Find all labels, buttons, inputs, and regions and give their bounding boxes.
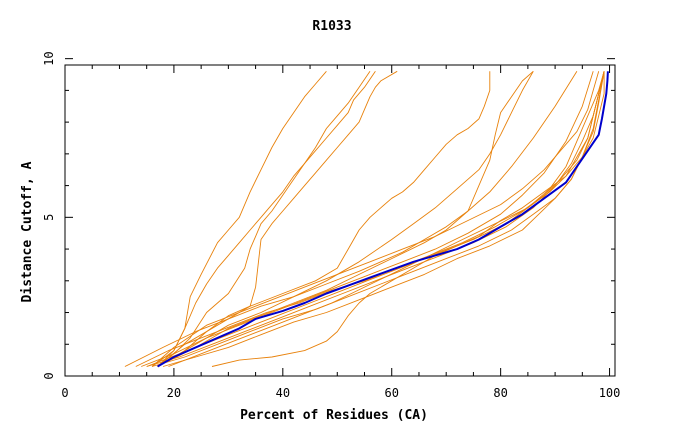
model-series-line-16	[146, 71, 605, 367]
x-tick-label: 100	[599, 386, 621, 400]
series-layer	[124, 70, 609, 368]
y-tick-label: 0	[42, 372, 56, 379]
model-series-line-5	[157, 71, 534, 367]
model-series-line-13	[162, 71, 605, 367]
model-series-line-7	[124, 71, 578, 367]
x-axis-label: Percent of Residues (CA)	[240, 408, 428, 423]
model-series-line-0	[151, 71, 327, 367]
model-series-line-3	[157, 70, 398, 367]
ticks-layer: 0 20 40 60 80 100 0 5 10	[42, 51, 620, 400]
x-tick-label: 40	[276, 386, 290, 400]
x-tick-label: 0	[61, 386, 68, 400]
y-axis-label: Distance Cutoff, A	[20, 161, 35, 302]
model-series-line-9	[146, 71, 605, 367]
model-series-line-1	[157, 71, 371, 367]
y-tick-label: 5	[42, 214, 56, 221]
model-series-line-12	[211, 71, 605, 367]
x-tick-label: 20	[167, 386, 181, 400]
model-series-line-14	[151, 71, 600, 367]
model-series-line-4	[157, 71, 491, 367]
model-series-line-15	[168, 71, 605, 367]
x-tick-label: 80	[493, 386, 507, 400]
y-tick-label: 10	[42, 51, 56, 65]
plot-frame	[64, 64, 616, 377]
chart-title: R1033	[312, 19, 351, 34]
model-series-line-8	[141, 71, 594, 367]
highlight-series-line	[157, 71, 609, 368]
x-tick-label: 60	[385, 386, 399, 400]
model-series-line-2	[157, 71, 376, 367]
